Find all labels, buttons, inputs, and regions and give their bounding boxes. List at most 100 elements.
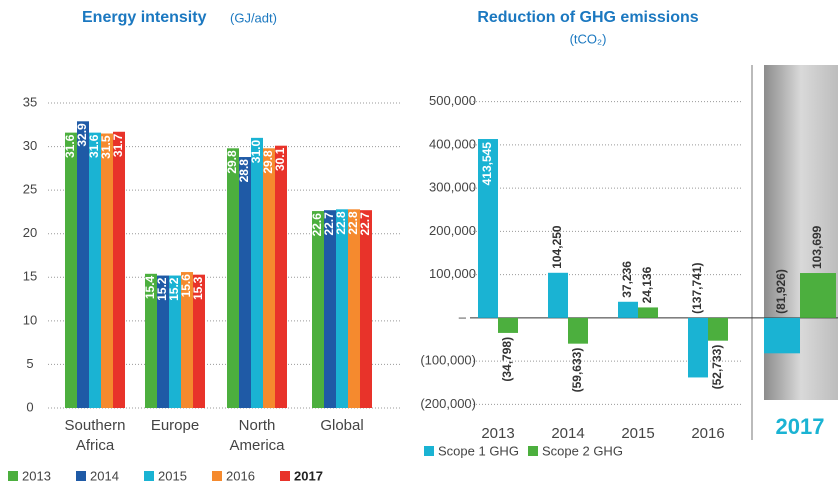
value-label: 103,699	[810, 225, 824, 269]
bar	[169, 275, 181, 408]
legend-swatch	[528, 446, 538, 456]
y-tick-label: (100,000)	[420, 353, 476, 368]
x-tick-label: 2016	[691, 425, 724, 442]
bar	[360, 210, 372, 408]
bar	[638, 307, 658, 318]
value-label: 15.4	[143, 275, 157, 299]
bar	[113, 131, 125, 408]
value-label: 22.8	[346, 211, 360, 235]
x-tick-label: Global	[320, 417, 363, 434]
y-tick-label: 300,000	[429, 180, 476, 195]
legend-label: 2013	[22, 468, 51, 483]
bar	[548, 272, 568, 318]
legend-label: 2017	[294, 468, 323, 483]
value-label: 31.5	[99, 135, 113, 159]
y-tick-label: 20	[23, 225, 37, 240]
value-label: 29.8	[225, 150, 239, 174]
y-tick-label: 30	[23, 138, 37, 153]
bar	[618, 301, 638, 318]
legend-swatch	[76, 471, 86, 481]
value-label: 15.2	[155, 277, 169, 301]
bar	[145, 273, 157, 408]
value-label: 15.3	[191, 276, 205, 300]
x-tick-label: 2015	[621, 425, 654, 442]
chart-title: Energy intensity	[82, 9, 207, 26]
value-label: 24,136	[640, 266, 654, 303]
bar	[239, 157, 251, 408]
value-label: 31.6	[87, 134, 101, 158]
value-label: 32.9	[75, 123, 89, 147]
bar	[89, 132, 101, 408]
legend-swatch	[424, 446, 434, 456]
value-label: (81,926)	[774, 269, 788, 314]
value-label: 22.7	[322, 212, 336, 236]
value-label: 29.8	[261, 150, 275, 174]
bar	[251, 137, 263, 408]
y-tick-label: 500,000	[429, 93, 476, 108]
value-label: 31.7	[111, 133, 125, 157]
chart-subtitle: (GJ/adt)	[230, 10, 277, 25]
bar	[263, 148, 275, 409]
value-label: 22.7	[358, 212, 372, 236]
y-tick-label: 15	[23, 269, 37, 284]
x-tick-label: North America	[229, 417, 285, 454]
value-label: (59,633)	[570, 348, 584, 393]
y-tick-label: (200,000)	[420, 396, 476, 411]
bar	[77, 121, 89, 409]
legend-label: Scope 2 GHG	[542, 443, 623, 458]
legend-swatch	[144, 471, 154, 481]
value-label: 30.1	[273, 147, 287, 171]
y-tick-label: 10	[23, 312, 37, 327]
value-label: 22.8	[334, 211, 348, 235]
legend-label: 2015	[158, 468, 187, 483]
bar	[324, 210, 336, 408]
bar	[478, 139, 498, 318]
value-label: 22.6	[310, 213, 324, 237]
bar	[157, 275, 169, 408]
bar	[227, 148, 239, 409]
bar	[275, 145, 287, 408]
value-label: (34,798)	[500, 337, 514, 382]
chart-title: Reduction of GHG emissions	[477, 9, 698, 26]
bar	[688, 317, 708, 378]
x-tick-label: 2013	[481, 425, 514, 442]
value-label: (52,733)	[710, 345, 724, 390]
value-label: (137,741)	[690, 263, 704, 314]
y-tick-label: 200,000	[429, 223, 476, 238]
y-tick-label: 400,000	[429, 136, 476, 151]
bar	[764, 317, 800, 354]
bar	[101, 133, 113, 408]
bar	[800, 273, 836, 318]
value-label: 104,250	[550, 225, 564, 269]
legend-label: 2014	[90, 468, 119, 483]
y-tick-label: 100,000	[429, 266, 476, 281]
bar	[348, 209, 360, 408]
legend-label: Scope 1 GHG	[438, 443, 519, 458]
x-tick-label: 2014	[551, 425, 584, 442]
bar	[568, 317, 588, 344]
legend-label: 2016	[226, 468, 255, 483]
bar	[708, 317, 728, 341]
legend-swatch	[8, 471, 18, 481]
value-label: 15.6	[179, 274, 193, 298]
value-label: 31.0	[249, 140, 263, 164]
legend-swatch	[280, 471, 290, 481]
bar	[181, 272, 193, 408]
bar	[498, 317, 518, 333]
x-tick-label: Europe	[151, 417, 199, 434]
bar	[193, 274, 205, 408]
value-label: 31.6	[63, 134, 77, 158]
y-tick-label: 25	[23, 182, 37, 197]
value-label: 15.2	[167, 277, 181, 301]
bar	[312, 211, 324, 408]
y-tick-label: 0	[26, 399, 33, 414]
x-tick-label: 2017	[776, 414, 825, 439]
x-tick-label: Southern Africa	[65, 417, 126, 454]
legend-swatch	[212, 471, 222, 481]
value-label: 413,545	[480, 142, 494, 186]
value-label: 37,236	[620, 261, 634, 298]
bar	[336, 209, 348, 408]
chart-subtitle: (tCO₂)	[570, 31, 607, 46]
y-tick-label: –	[459, 309, 467, 324]
